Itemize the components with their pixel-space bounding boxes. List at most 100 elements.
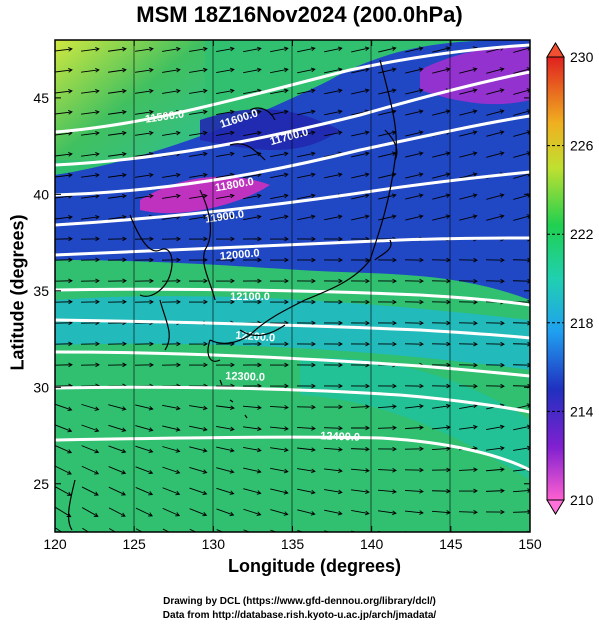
streamline-arrow [324, 489, 343, 495]
streamline-arrow [512, 341, 530, 347]
streamline-arrow [81, 130, 100, 136]
streamline-arrow [135, 109, 154, 115]
streamline-arrow [404, 320, 424, 326]
streamline-arrow [107, 257, 127, 263]
streamline-arrow [108, 445, 127, 454]
streamline-arrow [404, 278, 424, 284]
streamline-arrow [243, 109, 262, 116]
streamline-arrow [351, 151, 370, 158]
streamline-arrow [458, 467, 478, 473]
streamline-arrow [350, 383, 370, 389]
streamline-arrow [188, 278, 208, 284]
streamline-arrow [108, 404, 127, 411]
streamline-arrow [134, 257, 154, 263]
streamline-arrow [215, 257, 235, 263]
streamline-arrow [135, 130, 154, 136]
streamline-arrow [243, 46, 262, 53]
streamline-arrow [188, 362, 208, 368]
streamline-arrow [323, 320, 343, 326]
streamline-arrow [297, 46, 316, 53]
streamline-arrow [459, 214, 478, 221]
streamline-arrow [297, 509, 316, 516]
streamline-arrow [323, 236, 343, 242]
streamline-arrow [134, 341, 154, 347]
streamline-arrow [82, 527, 90, 532]
streamline-arrow [459, 151, 478, 158]
x-tick-label: 135 [281, 536, 305, 552]
streamline-arrow [55, 89, 73, 94]
streamline-arrow [81, 46, 100, 52]
streamline-arrow [485, 509, 505, 515]
streamline-arrow [162, 507, 181, 517]
streamline-arrow [378, 214, 397, 221]
streamline-arrow [243, 508, 262, 516]
streamline-arrow [404, 446, 424, 452]
streamline-arrow [242, 236, 262, 242]
streamline-arrow [242, 362, 262, 368]
streamline-arrow [513, 424, 530, 431]
streamline-arrow [405, 46, 424, 53]
streamline-arrow [189, 172, 208, 178]
y-tick-label: 30 [33, 379, 49, 395]
streamline-arrow [297, 488, 316, 495]
streamline-arrow [243, 426, 262, 432]
streamline-arrow [189, 466, 208, 474]
streamline-arrow [270, 67, 289, 74]
streamline-arrow [162, 425, 181, 432]
streamline-arrow [189, 425, 208, 432]
streamline-arrow [351, 67, 370, 74]
streamline-arrow [377, 404, 397, 409]
streamline-arrow [351, 193, 370, 200]
streamline-arrow [270, 172, 289, 179]
credit-drawing: Drawing by DCL (https://www.gfd-dennou.o… [163, 596, 436, 607]
streamline-arrow [323, 362, 343, 368]
streamline-arrow [108, 424, 127, 432]
streamline-arrow [270, 426, 289, 431]
streamline-arrow [162, 130, 181, 136]
streamline-arrow [216, 46, 235, 52]
streamline-arrow [485, 320, 505, 326]
streamline-arrow [405, 510, 424, 515]
streamline-arrow [242, 257, 262, 263]
streamline-arrow [296, 383, 316, 389]
streamline-arrow [162, 46, 181, 52]
streamline-arrow [55, 424, 73, 433]
streamline-arrow [55, 465, 72, 475]
streamline-arrow [378, 67, 397, 74]
streamline-arrow [189, 46, 208, 52]
streamline-arrow [458, 278, 478, 284]
streamline-arrow [513, 445, 530, 451]
streamline-arrow [243, 467, 262, 474]
streamline-arrow [269, 299, 289, 305]
streamline-arrow [189, 214, 208, 220]
streamline-arrow [243, 446, 262, 453]
streamline-arrow [350, 320, 370, 326]
streamline-arrow [269, 405, 289, 410]
streamline-arrow [55, 341, 73, 347]
streamline-arrow [107, 299, 127, 305]
streamline-arrow [216, 193, 235, 199]
streamline-arrow [512, 488, 530, 493]
x-tick-label: 125 [122, 536, 146, 552]
streamline-arrow [269, 278, 289, 284]
streamline-arrow [351, 88, 370, 95]
colorbar-tick-label: 214 [570, 403, 594, 419]
streamline-arrow [459, 424, 478, 430]
streamline-arrow [162, 487, 181, 496]
streamline-arrow [296, 341, 316, 347]
streamline-arrow [485, 467, 505, 472]
streamline-arrow [323, 447, 343, 452]
streamline-arrow [243, 130, 262, 137]
grid-lines [133, 40, 451, 532]
streamline-arrow [378, 88, 397, 95]
streamline-arrow [377, 257, 397, 263]
streamline-arrow [242, 341, 262, 347]
streamline-arrow [512, 362, 530, 368]
streamline-arrow [296, 278, 316, 284]
streamline-arrow [297, 172, 316, 179]
streamline-arrow [297, 88, 316, 95]
streamline-arrow [459, 130, 478, 137]
streamline-arrow [161, 278, 181, 284]
streamline-arrow [135, 46, 154, 52]
streamline-arrow [512, 278, 530, 284]
